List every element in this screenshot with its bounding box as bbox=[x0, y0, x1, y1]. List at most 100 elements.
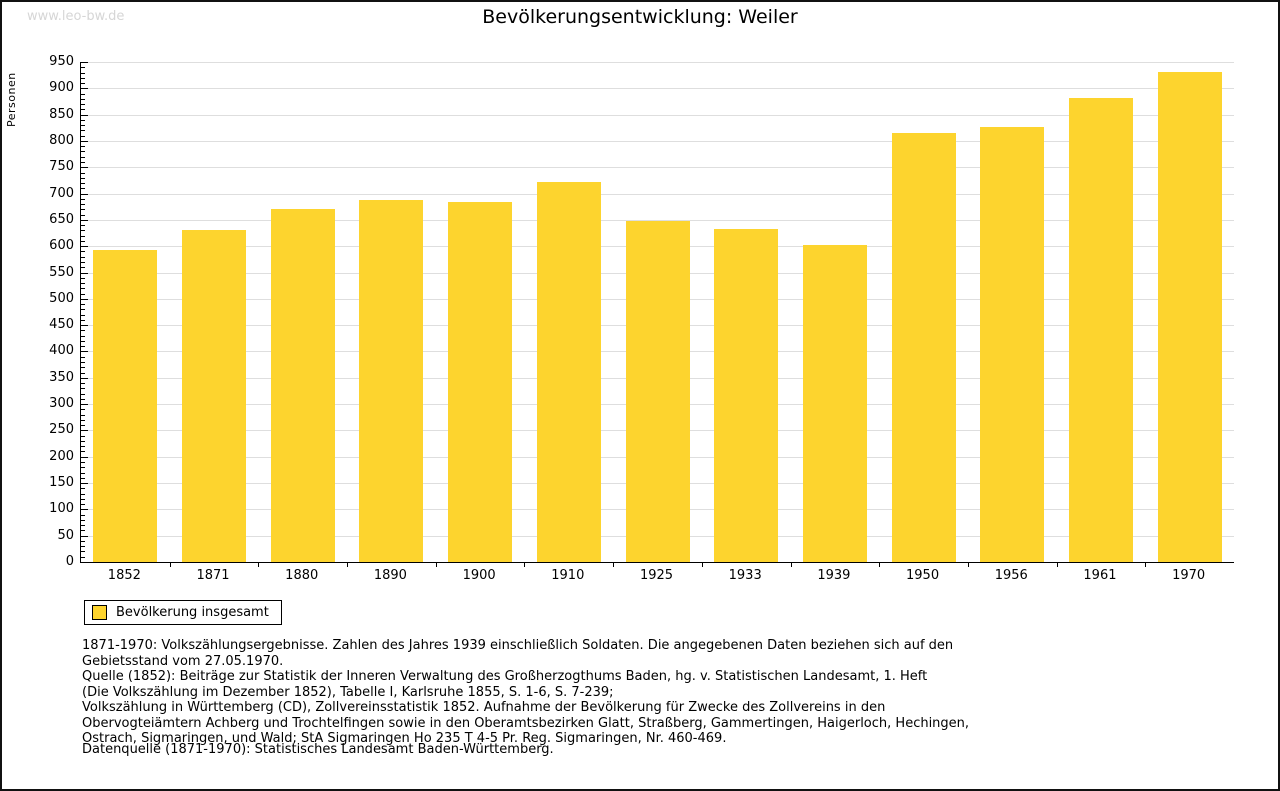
y-axis-label: 450 bbox=[49, 317, 74, 333]
y-minor-tick bbox=[81, 398, 85, 400]
y-minor-tick bbox=[81, 393, 85, 395]
gridline bbox=[81, 88, 1234, 90]
x-axis-label: 1970 bbox=[1172, 568, 1206, 583]
x-tick bbox=[169, 562, 171, 567]
y-minor-tick bbox=[81, 467, 85, 469]
y-minor-tick bbox=[81, 172, 85, 174]
legend-label: Bevölkerung insgesamt bbox=[116, 605, 269, 620]
y-axis-label: 950 bbox=[49, 54, 74, 69]
y-minor-tick bbox=[81, 540, 85, 542]
x-axis-label: 1900 bbox=[462, 568, 496, 583]
y-axis-label: 600 bbox=[49, 238, 74, 254]
y-minor-tick bbox=[81, 177, 85, 179]
y-axis-label: 700 bbox=[49, 185, 74, 201]
y-minor-tick bbox=[81, 309, 85, 311]
y-minor-tick bbox=[81, 362, 85, 363]
footnote-line: Quelle (1852): Beiträge zur Statistik de… bbox=[82, 669, 928, 684]
bar-1970 bbox=[1157, 72, 1222, 562]
y-major-tick bbox=[81, 456, 88, 458]
x-axis-label: 1910 bbox=[551, 568, 585, 583]
datasource-line: Datenquelle (1871-1970): Statistisches L… bbox=[82, 742, 554, 757]
bar-1925 bbox=[625, 221, 690, 562]
y-minor-tick bbox=[81, 556, 85, 558]
y-minor-tick bbox=[81, 198, 85, 200]
y-minor-tick bbox=[81, 67, 85, 69]
y-minor-tick bbox=[81, 104, 85, 106]
y-minor-tick bbox=[81, 372, 85, 374]
y-minor-tick bbox=[81, 151, 85, 153]
bar-1900 bbox=[448, 202, 513, 562]
x-tick bbox=[790, 562, 792, 567]
x-axis-label: 1890 bbox=[373, 568, 407, 583]
y-minor-tick bbox=[81, 440, 85, 442]
y-major-tick bbox=[81, 430, 88, 432]
y-minor-tick bbox=[81, 98, 85, 100]
y-major-tick bbox=[81, 535, 88, 537]
y-axis-label: 0 bbox=[65, 554, 74, 569]
y-minor-tick bbox=[81, 314, 85, 316]
footnote-line: 1871-1970: Volkszählungsergebnisse. Zahl… bbox=[82, 638, 954, 653]
y-axis-label: 350 bbox=[49, 369, 74, 385]
y-axis-label: 400 bbox=[49, 343, 74, 359]
bar-1956 bbox=[980, 126, 1045, 562]
y-major-tick bbox=[81, 562, 88, 563]
y-major-tick bbox=[81, 404, 88, 406]
y-minor-tick bbox=[81, 235, 85, 237]
x-axis-label: 1956 bbox=[994, 568, 1028, 583]
y-minor-tick bbox=[81, 267, 85, 269]
y-axis-label: 200 bbox=[49, 448, 74, 464]
x-tick bbox=[258, 562, 260, 567]
gridline bbox=[81, 62, 1234, 63]
y-minor-tick bbox=[81, 498, 85, 500]
y-major-tick bbox=[81, 298, 88, 300]
y-minor-tick bbox=[81, 277, 85, 279]
y-minor-tick bbox=[81, 135, 85, 137]
y-minor-tick bbox=[81, 304, 85, 306]
y-minor-tick bbox=[81, 477, 85, 479]
y-minor-tick bbox=[81, 240, 85, 242]
y-minor-tick bbox=[81, 319, 85, 321]
bar-1939 bbox=[802, 245, 867, 562]
gridline bbox=[81, 193, 1234, 195]
y-minor-tick bbox=[81, 230, 85, 232]
bar-1880 bbox=[270, 208, 335, 562]
y-minor-tick bbox=[81, 130, 85, 132]
y-minor-tick bbox=[81, 356, 85, 358]
bar-1961 bbox=[1068, 98, 1133, 562]
y-major-tick bbox=[81, 140, 88, 142]
y-minor-tick bbox=[81, 283, 85, 285]
y-minor-tick bbox=[81, 262, 85, 263]
y-minor-tick bbox=[81, 551, 85, 553]
y-major-tick bbox=[81, 377, 88, 379]
footnote-line: Ostrach, Sigmaringen, und Wald; StA Sigm… bbox=[82, 731, 727, 746]
y-axis-label: 750 bbox=[49, 159, 74, 175]
bar-1933 bbox=[714, 228, 779, 562]
y-axis-label: 500 bbox=[49, 290, 74, 306]
y-minor-tick bbox=[81, 504, 85, 506]
y-minor-tick bbox=[81, 451, 85, 453]
footnotes: 1871-1970: Volkszählungsergebnisse. Zahl… bbox=[82, 638, 1232, 747]
y-minor-tick bbox=[81, 346, 85, 348]
y-axis-label: 800 bbox=[49, 132, 74, 148]
y-minor-tick bbox=[81, 414, 85, 416]
y-minor-tick bbox=[81, 293, 85, 295]
x-tick bbox=[347, 562, 349, 567]
y-minor-tick bbox=[81, 225, 85, 227]
y-minor-tick bbox=[81, 209, 85, 211]
y-major-tick bbox=[81, 219, 88, 221]
x-axis-label: 1939 bbox=[817, 568, 851, 583]
y-minor-tick bbox=[81, 488, 85, 490]
bar-1871 bbox=[182, 230, 247, 562]
y-major-tick bbox=[81, 167, 88, 169]
y-axis-label: 850 bbox=[49, 106, 74, 122]
y-major-tick bbox=[81, 193, 88, 195]
x-tick bbox=[879, 562, 881, 567]
y-minor-tick bbox=[81, 530, 85, 532]
x-axis-label: 1871 bbox=[196, 568, 230, 583]
legend: Bevölkerung insgesamt bbox=[84, 600, 282, 625]
x-tick bbox=[701, 562, 703, 567]
y-minor-tick bbox=[81, 156, 85, 158]
chart-title: Bevölkerungsentwicklung: Weiler bbox=[482, 6, 798, 28]
y-major-tick bbox=[81, 114, 88, 116]
y-axis-label: 250 bbox=[49, 422, 74, 438]
